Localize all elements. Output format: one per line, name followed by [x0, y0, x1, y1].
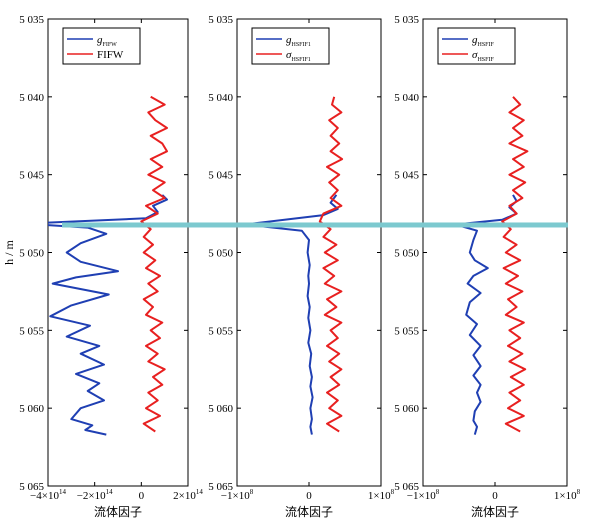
- y-tick-label: 5 050: [394, 248, 419, 260]
- plot-frame: [236, 18, 382, 487]
- x-axis-label: 流体因子: [471, 505, 519, 519]
- y-tick-label: 5 065: [19, 481, 44, 493]
- x-tick-label: 0: [139, 490, 145, 502]
- x-tick-label: 0: [306, 490, 312, 502]
- y-tick-label: 5 060: [19, 403, 44, 415]
- series-line-blue: [48, 194, 168, 436]
- panel-right: 5 035 5 040 5 045 5 050 5 055 5 060 5 065−1×10…: [394, 14, 580, 519]
- x-tick-label: 0: [492, 490, 498, 502]
- y-tick-label: 5 040: [394, 92, 419, 104]
- marker-band: [62, 222, 568, 228]
- legend-entry: gFIFW: [97, 34, 117, 48]
- series-line-red: [501, 96, 529, 433]
- x-tick-label: −4×1014: [30, 488, 66, 502]
- legend-entry: σHSFIF1: [286, 49, 311, 63]
- y-tick-label: 5 055: [394, 325, 419, 337]
- legend-entry: FIFW: [97, 49, 124, 61]
- x-tick-label: −1×108: [407, 488, 440, 502]
- y-tick-label: 5 040: [19, 92, 44, 104]
- legend-box: [437, 27, 516, 65]
- y-tick-label: 5 035: [394, 14, 419, 26]
- panel-middle: 5 035 5 040 5 045 5 050 5 055 5 060 5 065−1×10…: [208, 14, 394, 519]
- series-line-red: [318, 96, 344, 433]
- legend-entry: gHSFIF: [472, 34, 495, 48]
- y-tick-label: 5 050: [19, 248, 44, 260]
- y-axis-label: h / m: [2, 240, 16, 265]
- panel-left: 5 035 5 040 5 045 5 050 5 055 5 060 5 065−4×10…: [2, 14, 203, 519]
- x-tick-label: 1×108: [554, 488, 581, 502]
- y-tick-label: 5 040: [208, 92, 233, 104]
- x-tick-label: −2×1014: [77, 488, 113, 502]
- legend-entry: σHSFIF: [472, 49, 494, 63]
- series-line-blue: [243, 194, 339, 435]
- y-tick-label: 5 060: [208, 403, 233, 415]
- x-tick-label: 2×1014: [173, 488, 203, 502]
- x-tick-label: 1×108: [368, 488, 395, 502]
- legend-entry: gHSFIF1: [286, 34, 311, 48]
- legend-box: [251, 27, 330, 65]
- plot-frame: [47, 18, 189, 487]
- y-tick-label: 5 050: [208, 248, 233, 260]
- y-tick-label: 5 035: [208, 14, 233, 26]
- x-axis-label: 流体因子: [94, 505, 142, 519]
- y-tick-label: 5 045: [208, 170, 233, 182]
- legend-box: [62, 27, 141, 65]
- y-tick-label: 5 055: [19, 325, 44, 337]
- series-line-red: [140, 95, 168, 433]
- plot-frame: [422, 18, 568, 487]
- y-tick-label: 5 035: [19, 14, 44, 26]
- y-tick-label: 5 065: [394, 481, 419, 493]
- x-tick-label: −1×108: [221, 488, 254, 502]
- x-axis-label: 流体因子: [285, 505, 333, 519]
- y-tick-label: 5 045: [19, 170, 44, 182]
- y-tick-label: 5 045: [394, 170, 419, 182]
- y-tick-label: 5 055: [208, 325, 233, 337]
- y-tick-label: 5 065: [208, 481, 233, 493]
- y-tick-label: 5 060: [394, 403, 419, 415]
